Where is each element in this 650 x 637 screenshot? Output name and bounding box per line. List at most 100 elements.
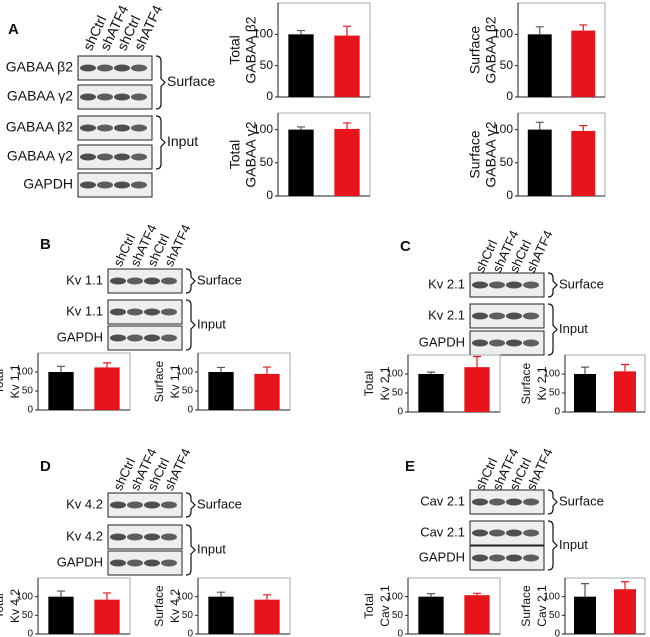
- error-bar: [535, 26, 544, 35]
- y-axis-label: Kv 1.1: [168, 364, 182, 398]
- bracket: [185, 492, 196, 518]
- blot-label: Cav 2.1: [420, 493, 465, 508]
- y-tick-label: 100: [253, 27, 273, 41]
- blot-band: [489, 281, 505, 289]
- blot-band: [127, 277, 143, 285]
- error-bar: [263, 594, 271, 600]
- panel-letter: C: [400, 238, 411, 255]
- y-tick-label: 50: [392, 388, 404, 399]
- blot-band: [523, 312, 539, 320]
- y-tick-label: 0: [266, 89, 273, 103]
- blot-band: [80, 124, 96, 132]
- error-bar: [217, 591, 225, 597]
- blot-label: Kv 4.2: [66, 528, 103, 543]
- error-bar: [57, 365, 65, 372]
- bar: [571, 30, 596, 97]
- bar: [334, 128, 360, 196]
- blot-band: [506, 339, 522, 347]
- y-tick-label: 100: [16, 591, 33, 602]
- group-label: Surface: [559, 276, 604, 291]
- error-bar: [343, 25, 351, 36]
- group-label: Surface: [197, 496, 242, 511]
- panel-letter: D: [40, 458, 51, 475]
- blot-label: GAPDH: [419, 334, 465, 349]
- y-axis-label: Kv 4.2: [168, 589, 182, 623]
- blot-band: [110, 277, 126, 285]
- y-tick-label: 50: [549, 610, 561, 621]
- blot-band: [161, 277, 177, 285]
- y-tick-label: 100: [176, 591, 193, 602]
- y-axis-label: GABAA β2: [243, 16, 259, 83]
- bar: [48, 372, 74, 410]
- blot-band: [472, 554, 488, 562]
- blot-band: [472, 339, 488, 347]
- blot-band: [110, 559, 126, 567]
- blot-band: [97, 64, 113, 72]
- group-label: Input: [167, 133, 198, 149]
- error-bar: [297, 126, 305, 130]
- group-label: Surface: [167, 73, 215, 89]
- bar: [94, 367, 120, 410]
- blot-band: [110, 334, 126, 342]
- bar: [527, 129, 552, 196]
- error-bar: [217, 366, 225, 372]
- y-tick-label: 0: [27, 629, 33, 637]
- bar: [334, 35, 360, 97]
- y-tick-label: 0: [506, 188, 513, 202]
- bar: [208, 372, 234, 410]
- blot-band: [472, 281, 488, 289]
- y-tick-label: 100: [253, 122, 273, 136]
- bar: [614, 589, 636, 634]
- y-tick-label: 0: [554, 407, 560, 418]
- blot-band: [144, 308, 160, 316]
- y-tick-label: 100: [386, 369, 403, 380]
- blot-band: [97, 153, 113, 161]
- y-tick-label: 100: [543, 591, 560, 602]
- y-tick-label: 50: [182, 610, 194, 621]
- y-tick-label: 100: [493, 27, 513, 41]
- y-axis-label: Cav 2.1: [535, 585, 549, 627]
- bar: [254, 373, 280, 410]
- y-tick-label: 0: [266, 188, 273, 202]
- y-axis-label: Total: [0, 369, 6, 394]
- y-tick-label: 100: [543, 369, 560, 380]
- blot-label: Kv 2.1: [428, 276, 465, 291]
- bar: [571, 130, 596, 196]
- panel-letter: E: [405, 458, 415, 475]
- blot-band: [80, 93, 96, 101]
- blot-band: [472, 312, 488, 320]
- blot-band: [131, 181, 147, 189]
- blot-label: GAPDH: [57, 554, 103, 569]
- blot-band: [506, 281, 522, 289]
- error-bar: [581, 583, 589, 597]
- blot-band: [489, 312, 505, 320]
- blot-band: [97, 124, 113, 132]
- y-tick-label: 50: [182, 386, 194, 397]
- y-tick-label: 50: [549, 388, 561, 399]
- blot-band: [127, 501, 143, 509]
- error-bar: [57, 590, 65, 597]
- group-label: Surface: [197, 272, 242, 287]
- blot-label: GABAA γ2: [7, 88, 73, 104]
- blot-band: [80, 181, 96, 189]
- y-tick-label: 0: [187, 629, 193, 637]
- group-label: Input: [559, 537, 588, 552]
- blot-band: [131, 93, 147, 101]
- blot-label: GAPDH: [419, 549, 465, 564]
- blot-band: [80, 64, 96, 72]
- bracket: [547, 489, 558, 515]
- y-tick-label: 0: [397, 407, 403, 418]
- blot-band: [97, 93, 113, 101]
- blot-band: [489, 339, 505, 347]
- blot-band: [131, 124, 147, 132]
- bar: [464, 595, 490, 634]
- error-bar: [579, 24, 588, 31]
- blot-label: Kv 1.1: [66, 303, 103, 318]
- y-axis-label: Total: [362, 593, 376, 618]
- blot-band: [161, 559, 177, 567]
- blot-band: [523, 529, 539, 537]
- y-axis-label: Total: [362, 371, 376, 396]
- bar: [574, 374, 596, 412]
- blot-band: [114, 181, 130, 189]
